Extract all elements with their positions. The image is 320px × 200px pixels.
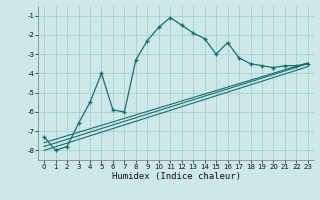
X-axis label: Humidex (Indice chaleur): Humidex (Indice chaleur) (111, 172, 241, 181)
